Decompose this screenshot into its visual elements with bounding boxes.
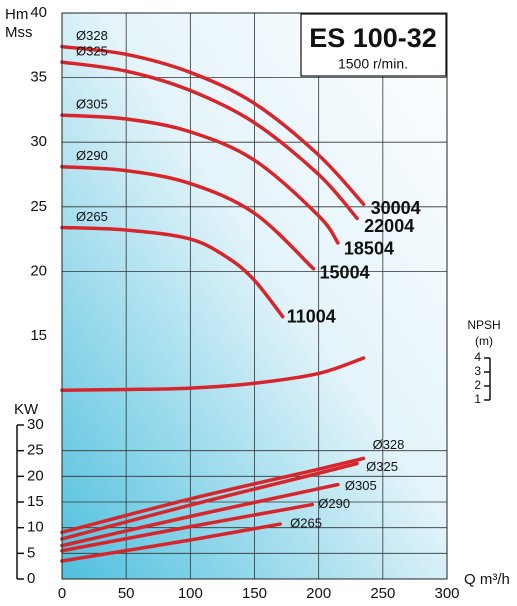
chart-title: ES 100-32 xyxy=(309,23,437,53)
title-box xyxy=(300,13,447,77)
diameter-label: Ø328 xyxy=(373,437,405,452)
curve xyxy=(60,522,282,563)
curve xyxy=(60,456,366,535)
y-tick-label: 20 xyxy=(30,262,47,279)
curve xyxy=(60,44,366,206)
kw-tick-label: 5 xyxy=(27,544,35,561)
diameter-label: Ø265 xyxy=(76,209,108,224)
kw-tick-label: 30 xyxy=(27,416,44,433)
kw-axis-label: KW xyxy=(14,401,39,418)
x-tick-label: 0 xyxy=(58,585,66,602)
model-label: 30004 xyxy=(371,198,421,218)
y-tick-label: 15 xyxy=(30,327,47,344)
y-axis-unit-label: Mss xyxy=(5,24,33,41)
diameter-label: Ø290 xyxy=(318,496,350,511)
diameter-label: Ø305 xyxy=(345,478,377,493)
y-tick-label: 40 xyxy=(30,4,47,21)
curve xyxy=(60,113,340,245)
npsh-unit-label: (m) xyxy=(475,334,493,348)
kw-tick-label: 20 xyxy=(27,467,44,484)
diameter-label: Ø290 xyxy=(76,148,108,163)
x-tick-label: 50 xyxy=(118,585,135,602)
x-tick-label: 250 xyxy=(370,585,395,602)
plot-layer: Ø328 30004 Ø325 22004 Ø305 18504 Ø290 15004 Ø265… xyxy=(60,13,448,579)
kw-tick-label: 25 xyxy=(27,442,44,459)
npsh-label: NPSH xyxy=(467,318,500,332)
y-axis-label: Hm xyxy=(5,6,28,23)
y-tick-label: 25 xyxy=(30,198,47,215)
kw-tick-label: 10 xyxy=(27,519,44,536)
curve xyxy=(60,461,359,541)
npsh-tick-label: 3 xyxy=(474,364,481,378)
npsh-tick-label: 1 xyxy=(474,392,481,406)
model-label: 15004 xyxy=(320,263,370,283)
x-axis-label: Q m³/h xyxy=(464,571,510,588)
curve xyxy=(60,482,340,548)
y-tick-label: 35 xyxy=(30,69,47,86)
x-tick-label: 100 xyxy=(178,585,203,602)
diameter-label: Ø265 xyxy=(290,516,322,531)
curve xyxy=(60,164,316,271)
curve xyxy=(60,60,359,221)
model-label: 11004 xyxy=(287,306,336,326)
diameter-label: Ø328 xyxy=(76,28,108,43)
model-label: 22004 xyxy=(364,216,414,236)
x-tick-label: 150 xyxy=(242,585,267,602)
npsh-tick-label: 4 xyxy=(474,350,481,364)
model-label: 18504 xyxy=(344,239,394,259)
kw-tick-label: 0 xyxy=(27,570,35,587)
plot-frame xyxy=(61,12,448,580)
y-tick-label: 30 xyxy=(30,133,47,150)
kw-tick-label: 15 xyxy=(27,493,44,510)
x-tick-label: 300 xyxy=(434,585,459,602)
curve xyxy=(60,356,366,392)
diameter-label: Ø325 xyxy=(366,459,398,474)
curve xyxy=(60,225,285,319)
diameter-label: Ø305 xyxy=(76,97,108,112)
curve xyxy=(60,502,314,553)
chart-subtitle: 1500 r/min. xyxy=(338,56,408,72)
npsh-tick-label: 2 xyxy=(474,378,481,392)
diameter-label: Ø325 xyxy=(76,44,108,59)
x-tick-label: 200 xyxy=(306,585,331,602)
